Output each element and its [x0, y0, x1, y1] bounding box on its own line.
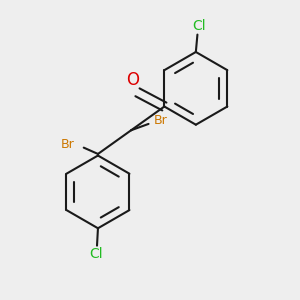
Text: Br: Br — [61, 138, 74, 151]
Text: O: O — [126, 71, 139, 89]
Text: Br: Br — [153, 114, 167, 127]
Text: Cl: Cl — [89, 247, 103, 261]
Text: Cl: Cl — [192, 19, 206, 33]
